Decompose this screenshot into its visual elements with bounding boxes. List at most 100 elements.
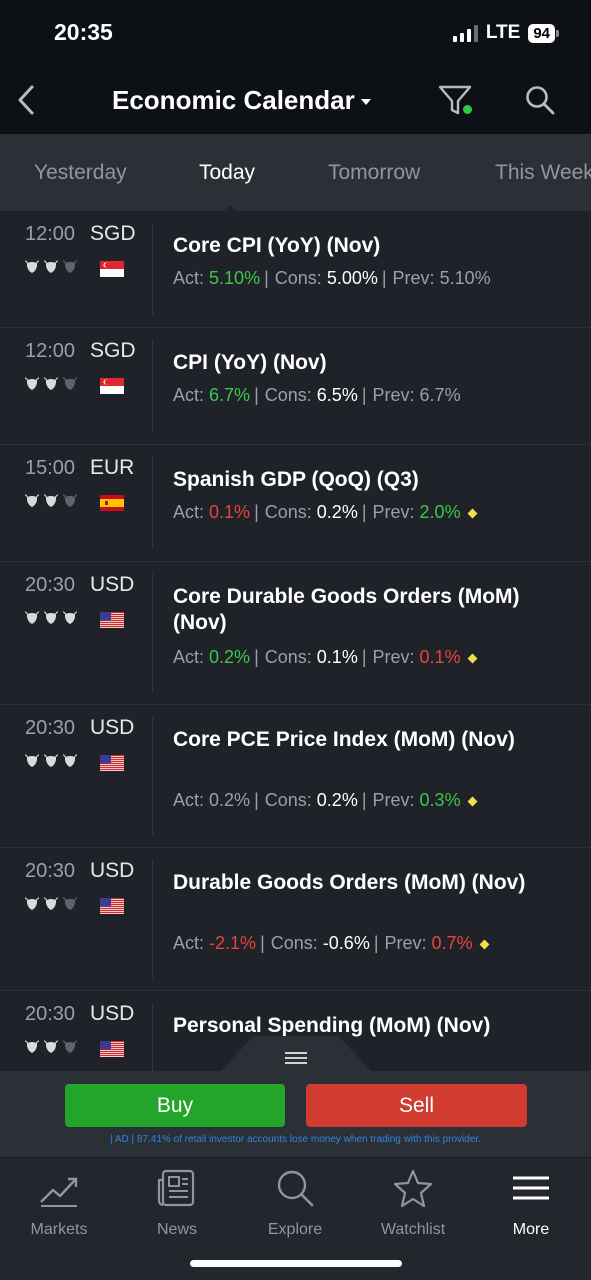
tabbar-more[interactable]: More — [472, 1166, 590, 1246]
cons-label: Cons: — [270, 933, 318, 953]
tabbar-label: News — [156, 1221, 197, 1238]
impact-rating — [24, 1040, 78, 1054]
back-icon[interactable] — [12, 82, 42, 118]
tabbar-watchlist[interactable]: Watchlist — [354, 1166, 472, 1246]
event-row[interactable]: 20:30 USD Core Durable Goods Orders (MoM) … — [0, 562, 591, 705]
impact-bull-icon — [25, 1040, 39, 1053]
revised-diamond-icon — [467, 796, 478, 807]
event-meta — [0, 574, 153, 692]
prev-label: Prev: — [372, 647, 415, 667]
act-label: Act: — [173, 268, 205, 288]
filter-icon[interactable] — [437, 82, 475, 118]
event-time: 20:30 — [25, 717, 76, 739]
event-row[interactable]: 20:30 USD Durable Goods Orders (MoM) (Nov)… — [0, 848, 591, 991]
revised-diamond-icon — [467, 508, 478, 519]
nav-bar: Economic Calendar — [0, 66, 591, 134]
cons-label: Cons: — [264, 647, 312, 667]
status-indicators: LTE 94 — [452, 22, 559, 44]
tab-yesterday[interactable]: Yesterday — [34, 161, 127, 184]
drawer-handle-icon[interactable] — [285, 1052, 307, 1064]
impact-bull-icon — [63, 897, 77, 910]
tabbar-news[interactable]: News — [118, 1166, 236, 1246]
tab-today[interactable]: Today — [199, 161, 256, 184]
event-list[interactable]: 12:00 SGD Core CPI (YoY) (Nov) Act: 5.10% | C… — [0, 211, 591, 1071]
event-currency: USD — [90, 716, 135, 739]
search-icon[interactable] — [524, 84, 556, 116]
separator: | — [254, 502, 259, 522]
impact-bull-icon — [44, 494, 58, 507]
status-bar: 20:35 LTE 94 — [0, 0, 591, 66]
tabbar-markets[interactable]: Markets — [0, 1166, 118, 1246]
news-icon — [157, 1169, 195, 1207]
page-title-dropdown[interactable]: Economic Calendar — [112, 85, 371, 116]
impact-rating — [24, 897, 78, 911]
signal-icon — [452, 24, 478, 42]
impact-bull-icon — [25, 377, 39, 390]
impact-bull-icon — [44, 260, 58, 273]
separator: | — [361, 790, 367, 810]
event-values: Act: 0.2% | Cons: 0.2% | Prev: 0.3% — [173, 790, 478, 811]
actual-value: 5.10% — [209, 268, 261, 288]
event-row[interactable]: 12:00 SGD CPI (YoY) (Nov) Act: 6.7% | Cons: 6… — [0, 328, 591, 445]
separator: | — [373, 933, 379, 953]
actual-value: 0.2% — [209, 647, 251, 667]
impact-bull-icon — [25, 611, 39, 624]
previous-value: 0.1% — [419, 647, 461, 667]
impact-rating — [24, 754, 78, 768]
event-time: 12:00 — [25, 223, 76, 245]
event-row[interactable]: 20:30 USD Core PCE Price Index (MoM) (Nov)… — [0, 705, 591, 848]
event-title: Personal Spending (MoM) (Nov) — [173, 1014, 491, 1037]
actual-value: -2.1% — [209, 933, 257, 953]
sell-button[interactable]: Sell — [306, 1084, 527, 1127]
separator: | — [264, 268, 269, 288]
prev-label: Prev: — [384, 933, 427, 953]
tabbar-label: Markets — [30, 1221, 88, 1238]
event-meta — [0, 860, 153, 978]
tab-this-week[interactable]: This Week — [495, 161, 591, 184]
event-currency: USD — [90, 1002, 135, 1025]
tabbar-explore[interactable]: Explore — [236, 1166, 354, 1246]
separator: | — [361, 385, 367, 405]
impact-bull-icon — [25, 494, 39, 507]
revised-diamond-icon — [467, 653, 478, 664]
prev-label: Prev: — [372, 385, 415, 405]
buy-button[interactable]: Buy — [65, 1084, 285, 1127]
previous-value: 6.7% — [419, 385, 461, 405]
consensus-value: 0.2% — [316, 502, 358, 522]
active-tab-pointer — [223, 205, 237, 212]
event-row[interactable]: 15:00 EUR Spanish GDP (QoQ) (Q3) Act: 0.1% |… — [0, 445, 591, 562]
separator: | — [361, 502, 367, 522]
event-values: Act: 0.1% | Cons: 0.2% | Prev: 2.0% — [173, 502, 478, 523]
event-meta — [0, 340, 153, 432]
flag-icon — [100, 898, 124, 914]
tab-tomorrow[interactable]: Tomorrow — [328, 161, 421, 184]
impact-bull-icon — [63, 494, 77, 507]
impact-bull-icon — [63, 611, 77, 624]
impact-rating — [24, 611, 78, 625]
impact-bull-icon — [44, 754, 58, 767]
event-title: Core PCE Price Index (MoM) (Nov) — [173, 728, 515, 751]
consensus-value: -0.6% — [322, 933, 370, 953]
prev-label: Prev: — [372, 790, 415, 810]
prev-label: Prev: — [372, 502, 415, 522]
risk-disclaimer[interactable]: | AD | 87.41% of retail investor account… — [110, 1134, 481, 1145]
flag-icon — [100, 378, 124, 394]
flag-icon — [100, 1041, 124, 1057]
home-indicator[interactable] — [190, 1260, 402, 1267]
previous-value: 0.7% — [431, 933, 473, 953]
event-values: Act: -2.1% | Cons: -0.6% | Prev: 0.7% — [173, 933, 490, 954]
event-title: Spanish GDP (QoQ) (Q3) — [173, 468, 419, 491]
event-values: Act: 5.10% | Cons: 5.00% | Prev: 5.10% — [173, 268, 491, 289]
impact-rating — [24, 260, 78, 274]
consensus-value: 0.2% — [316, 790, 358, 810]
watchlist-star-icon — [393, 1169, 433, 1208]
flag-icon — [100, 495, 124, 511]
impact-bull-icon — [44, 1040, 58, 1053]
event-title: Core Durable Goods Orders (MoM) (Nov) — [173, 585, 520, 634]
previous-value: 5.10% — [439, 268, 491, 288]
cons-label: Cons: — [264, 502, 312, 522]
separator: | — [361, 647, 367, 667]
impact-bull-icon — [44, 897, 58, 910]
event-row[interactable]: 12:00 SGD Core CPI (YoY) (Nov) Act: 5.10% | C… — [0, 211, 591, 328]
